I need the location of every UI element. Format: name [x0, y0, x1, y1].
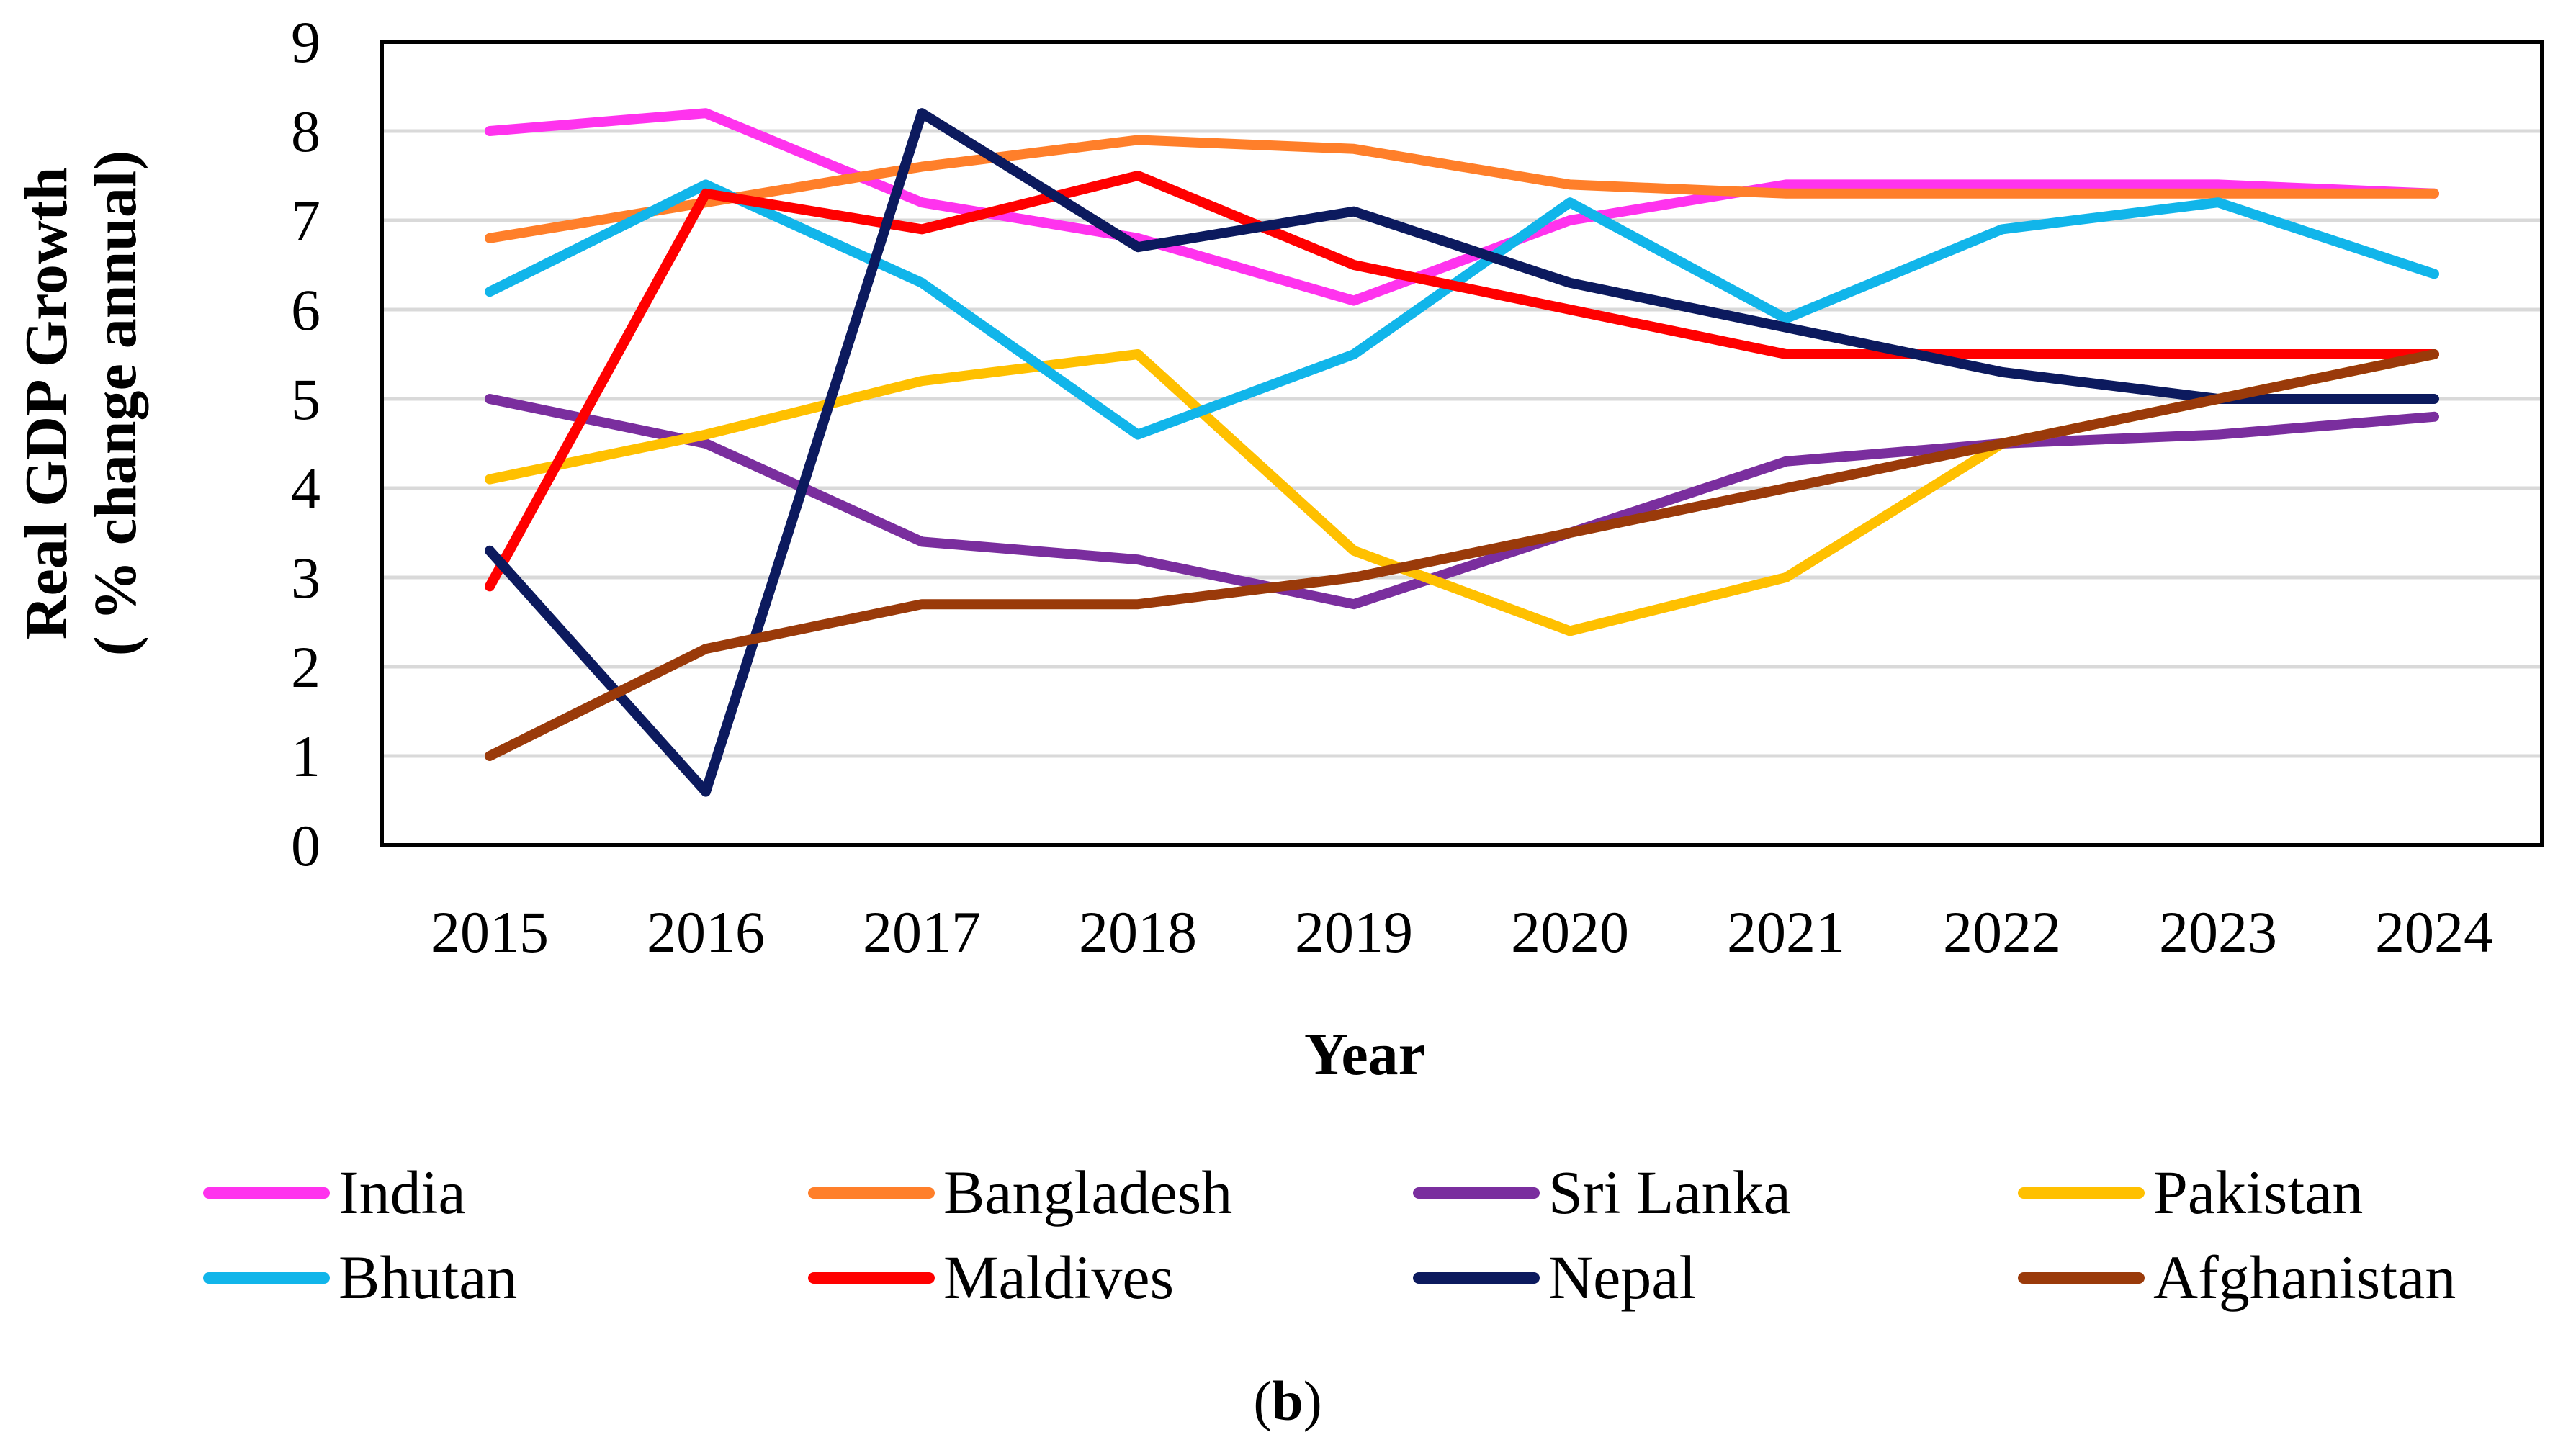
caption-open: (: [1253, 1369, 1272, 1432]
legend-label: Pakistan: [2153, 1158, 2363, 1227]
legend-label: Sri Lanka: [1548, 1158, 1791, 1227]
x-tick-label: 2021: [1727, 899, 1845, 965]
legend-entry-india: India: [203, 1158, 466, 1227]
y-axis-ticks: 0 1 2 3 4 5 6 7 8 9: [291, 9, 320, 878]
y-axis-title: Real GDP Growth ( % change annual): [13, 150, 149, 656]
legend-label: Bangladesh: [943, 1158, 1232, 1227]
legend-entry-nepal: Nepal: [1413, 1243, 1696, 1312]
legend-entry-afghanistan: Afghanistan: [2018, 1243, 2456, 1312]
legend-label: Nepal: [1548, 1243, 1696, 1312]
legend-entry-bangladesh: Bangladesh: [808, 1158, 1232, 1227]
x-tick-label: 2016: [647, 899, 765, 965]
y-tick-label: 7: [291, 188, 320, 253]
x-tick-label: 2023: [2159, 899, 2277, 965]
x-axis-title: Year: [1304, 1021, 1425, 1088]
y-tick-label: 3: [291, 545, 320, 611]
y-tick-label: 8: [291, 99, 320, 164]
legend: India Bangladesh Sri Lanka Pakistan Bhutan Ma…: [203, 1158, 2456, 1312]
series-line-bangladesh: [485, 135, 2439, 243]
y-axis-title-line1: Real GDP Growth: [13, 167, 80, 639]
y-tick-label: 2: [291, 634, 320, 700]
x-tick-label: 2015: [431, 899, 549, 965]
legend-label: Bhutan: [338, 1243, 517, 1312]
x-tick-label: 2017: [863, 899, 981, 965]
series-line-maldives: [485, 171, 2439, 592]
series-line-india: [485, 108, 2439, 306]
series-line-sri-lanka: [485, 394, 2439, 610]
legend-label: India: [338, 1158, 466, 1227]
series-line-afghanistan: [485, 349, 2439, 761]
y-tick-label: 4: [291, 456, 320, 521]
legend-entry-pakistan: Pakistan: [2018, 1158, 2363, 1227]
caption-letter: b: [1272, 1369, 1303, 1432]
caption-close: ): [1303, 1369, 1322, 1432]
plot-frame: [380, 40, 2544, 847]
legend-entry-sri-lanka: Sri Lanka: [1413, 1158, 1791, 1227]
series-lines: [485, 108, 2439, 797]
legend-entry-bhutan: Bhutan: [203, 1243, 517, 1312]
x-tick-label: 2019: [1295, 899, 1413, 965]
figure-caption: (b): [1253, 1369, 1321, 1432]
x-axis-ticks: 2015 2016 2017 2018 2019 2020 2021 2022 2023 2024: [431, 899, 2493, 965]
x-tick-label: 2022: [1943, 899, 2061, 965]
y-tick-label: 6: [291, 277, 320, 343]
legend-label: Maldives: [943, 1243, 1174, 1312]
legend-label: Afghanistan: [2153, 1243, 2456, 1312]
y-axis-title-line2: ( % change annual): [82, 150, 149, 656]
series-line-bhutan: [485, 179, 2439, 440]
y-tick-label: 5: [291, 366, 320, 432]
series-line-nepal: [485, 108, 2439, 797]
x-tick-label: 2024: [2375, 899, 2493, 965]
x-tick-label: 2020: [1511, 899, 1629, 965]
y-tick-label: 1: [291, 724, 320, 789]
legend-entry-maldives: Maldives: [808, 1243, 1174, 1312]
y-tick-label: 0: [291, 813, 320, 878]
x-tick-label: 2018: [1079, 899, 1197, 965]
y-tick-label: 9: [291, 9, 320, 75]
